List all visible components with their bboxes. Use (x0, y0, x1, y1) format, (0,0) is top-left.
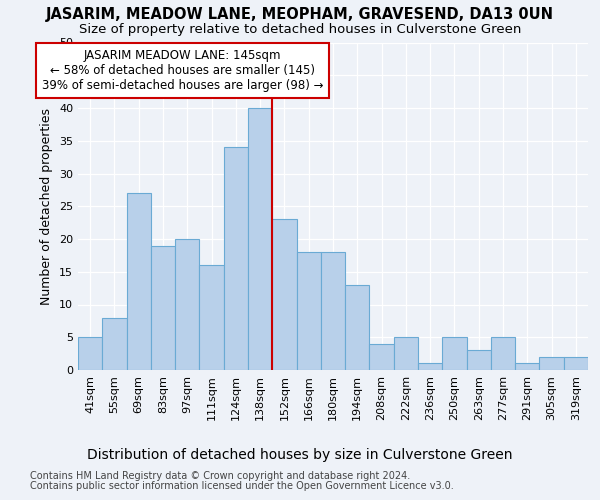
Bar (272, 220, 296, 370)
Bar (127, 193, 151, 370)
Bar (418, 364, 442, 370)
Bar (345, 285, 370, 370)
Text: JASARIM MEADOW LANE: 145sqm
← 58% of detached houses are smaller (145)
39% of se: JASARIM MEADOW LANE: 145sqm ← 58% of det… (41, 49, 323, 92)
Bar (394, 337, 418, 370)
Bar (296, 252, 321, 370)
Y-axis label: Number of detached properties: Number of detached properties (40, 108, 53, 304)
Bar (467, 350, 491, 370)
Bar (248, 108, 272, 370)
Bar (151, 246, 175, 370)
Text: Distribution of detached houses by size in Culverstone Green: Distribution of detached houses by size … (87, 448, 513, 462)
Bar (102, 318, 127, 370)
Bar (199, 265, 224, 370)
Bar (370, 344, 394, 370)
Bar (78, 337, 102, 370)
Bar (321, 252, 345, 370)
Text: JASARIM, MEADOW LANE, MEOPHAM, GRAVESEND, DA13 0UN: JASARIM, MEADOW LANE, MEOPHAM, GRAVESEND… (46, 8, 554, 22)
Bar (564, 357, 588, 370)
Bar (175, 239, 199, 370)
Bar (515, 364, 539, 370)
Bar (491, 337, 515, 370)
Text: Contains public sector information licensed under the Open Government Licence v3: Contains public sector information licen… (30, 481, 454, 491)
Bar (442, 337, 467, 370)
Text: Contains HM Land Registry data © Crown copyright and database right 2024.: Contains HM Land Registry data © Crown c… (30, 471, 410, 481)
Bar (539, 357, 564, 370)
Bar (224, 148, 248, 370)
Text: Size of property relative to detached houses in Culverstone Green: Size of property relative to detached ho… (79, 22, 521, 36)
